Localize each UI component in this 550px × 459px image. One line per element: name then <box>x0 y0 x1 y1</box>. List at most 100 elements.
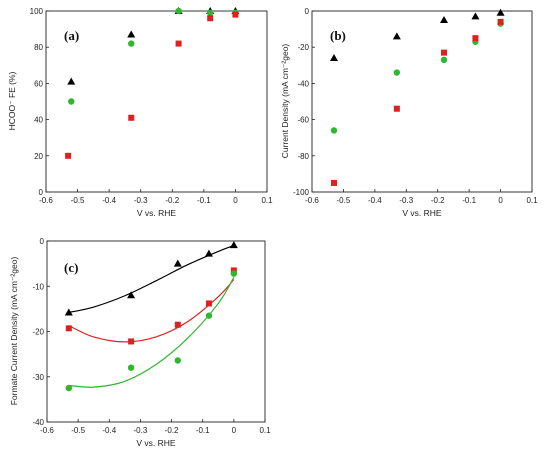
x-tick-label: -0.3 <box>134 426 148 435</box>
y-tick-label: 40 <box>34 116 43 125</box>
x-tick-label: -0.3 <box>134 196 148 205</box>
x-tick-label: 0.1 <box>261 196 273 205</box>
x-tick-label: -0.5 <box>337 196 351 205</box>
x-tick-label: -0.6 <box>40 426 54 435</box>
x-tick-label: 0 <box>233 196 238 205</box>
y-axis-label: HCOO⁻ FE (%) <box>7 71 17 130</box>
x-tick-label: -0.3 <box>399 196 413 205</box>
y-tick-label: 60 <box>34 79 43 88</box>
square-marker-2 <box>174 321 181 328</box>
y-axis-label: Current Density (mA cm⁻²geo) <box>280 44 290 159</box>
y-tick-label: -30 <box>32 373 44 382</box>
y-tick-label: -20 <box>32 328 44 337</box>
circle-marker-3 <box>205 312 213 319</box>
x-tick-label: -0.1 <box>197 196 211 205</box>
fit-curve <box>68 276 235 388</box>
y-tick-label: 100 <box>30 7 44 16</box>
x-tick-label: -0.2 <box>431 196 445 205</box>
circle-marker-0 <box>330 127 338 134</box>
square-marker-1 <box>128 114 135 121</box>
x-tick-label: -0.4 <box>368 196 382 205</box>
triangle-marker-3 <box>471 12 480 20</box>
y-tick-label: -80 <box>297 152 309 161</box>
series-triangle <box>330 8 505 62</box>
triangle-marker-2 <box>173 259 182 267</box>
panel-b: -0.6 -0.5 -0.4 -0.3 -0.2 -0.1 0 0.1 -100 -80 -60 -4… <box>280 7 538 218</box>
series-square <box>331 18 504 186</box>
panels-group: -0.6 -0.5 -0.4 -0.3 -0.2 -0.1 0 0.1 0 20 40 60 80 100… <box>7 7 538 448</box>
panel-c: -0.6 -0.5 -0.4 -0.3 -0.2 -0.1 0 0.1 -40 -30 -20 -10… <box>9 237 271 448</box>
triangle-marker-0 <box>67 77 76 85</box>
series-square <box>65 11 239 159</box>
panel-label: (c) <box>64 260 78 275</box>
square-marker-2 <box>175 40 182 47</box>
circle-marker-1 <box>128 40 135 47</box>
panel-a: -0.6 -0.5 -0.4 -0.3 -0.2 -0.1 0 0.1 0 20 40 60 80 100… <box>7 7 273 218</box>
y-tick-label: -60 <box>297 116 309 125</box>
circle-marker-1 <box>393 69 401 76</box>
x-tick-label: -0.4 <box>102 196 116 205</box>
y-tick-label: 0 <box>305 7 310 16</box>
triangle-marker-1 <box>392 32 401 40</box>
circle-marker-2 <box>440 56 448 64</box>
y-tick-label: -100 <box>293 188 310 197</box>
y-axis-label: Formate Current Density (mA cm⁻²geo) <box>9 257 19 406</box>
x-tick-label: -0.2 <box>165 426 179 435</box>
y-tick-label: 80 <box>34 43 43 52</box>
square-marker-2 <box>441 49 447 56</box>
x-axis-label: V vs. RHE <box>137 208 177 218</box>
square-marker-1 <box>393 105 400 112</box>
circle-marker-3 <box>206 9 214 17</box>
y-tick-label: -10 <box>32 282 44 291</box>
square-marker-0 <box>331 179 337 186</box>
fit-curve <box>68 244 235 314</box>
triangle-marker-0 <box>330 54 338 62</box>
circle-marker-4 <box>230 270 238 277</box>
x-tick-label: -0.5 <box>71 196 85 205</box>
circle-marker-0 <box>68 98 75 105</box>
series-circle <box>65 270 238 392</box>
x-axis-label: V vs. RHE <box>136 438 176 448</box>
square-marker-4 <box>232 11 239 18</box>
x-tick-label: -0.6 <box>39 196 53 205</box>
x-tick-label: 0.1 <box>526 196 538 205</box>
triangle-marker-2 <box>440 16 448 24</box>
fit-curve <box>68 279 235 343</box>
square-marker-3 <box>205 300 212 307</box>
plot-frame <box>45 10 268 193</box>
x-tick-label: 0 <box>498 196 503 205</box>
square-marker-1 <box>128 338 135 345</box>
circle-marker-2 <box>175 7 182 15</box>
circle-marker-0 <box>65 384 73 392</box>
triangle-marker-4 <box>496 8 505 16</box>
y-tick-label: -40 <box>32 418 44 427</box>
x-tick-label: -0.4 <box>102 426 116 435</box>
series-triangle <box>64 241 238 316</box>
y-tick-label: 0 <box>39 188 44 197</box>
x-tick-label: -0.6 <box>305 196 319 205</box>
x-tick-label: 0 <box>232 426 237 435</box>
y-tick-label: -20 <box>297 43 309 52</box>
panel-label: (b) <box>330 28 346 43</box>
panel-label: (a) <box>64 28 79 43</box>
triangle-marker-3 <box>204 249 213 257</box>
triangle-marker-0 <box>64 308 73 316</box>
x-tick-label: -0.1 <box>462 196 476 205</box>
plot-frame <box>311 10 533 193</box>
square-marker-4 <box>497 18 504 25</box>
x-axis-label: V vs. RHE <box>402 208 442 218</box>
x-tick-label: -0.1 <box>196 426 210 435</box>
x-tick-label: -0.2 <box>165 196 179 205</box>
x-tick-label: 0.1 <box>259 426 271 435</box>
series-circle <box>68 7 239 105</box>
circle-marker-1 <box>127 364 135 371</box>
square-marker-3 <box>207 15 214 22</box>
triangle-marker-1 <box>127 291 136 299</box>
y-tick-label: -40 <box>297 79 309 88</box>
square-marker-3 <box>472 35 479 42</box>
triangle-marker-1 <box>127 30 136 38</box>
circle-marker-2 <box>174 357 181 364</box>
y-tick-label: 20 <box>34 152 43 161</box>
